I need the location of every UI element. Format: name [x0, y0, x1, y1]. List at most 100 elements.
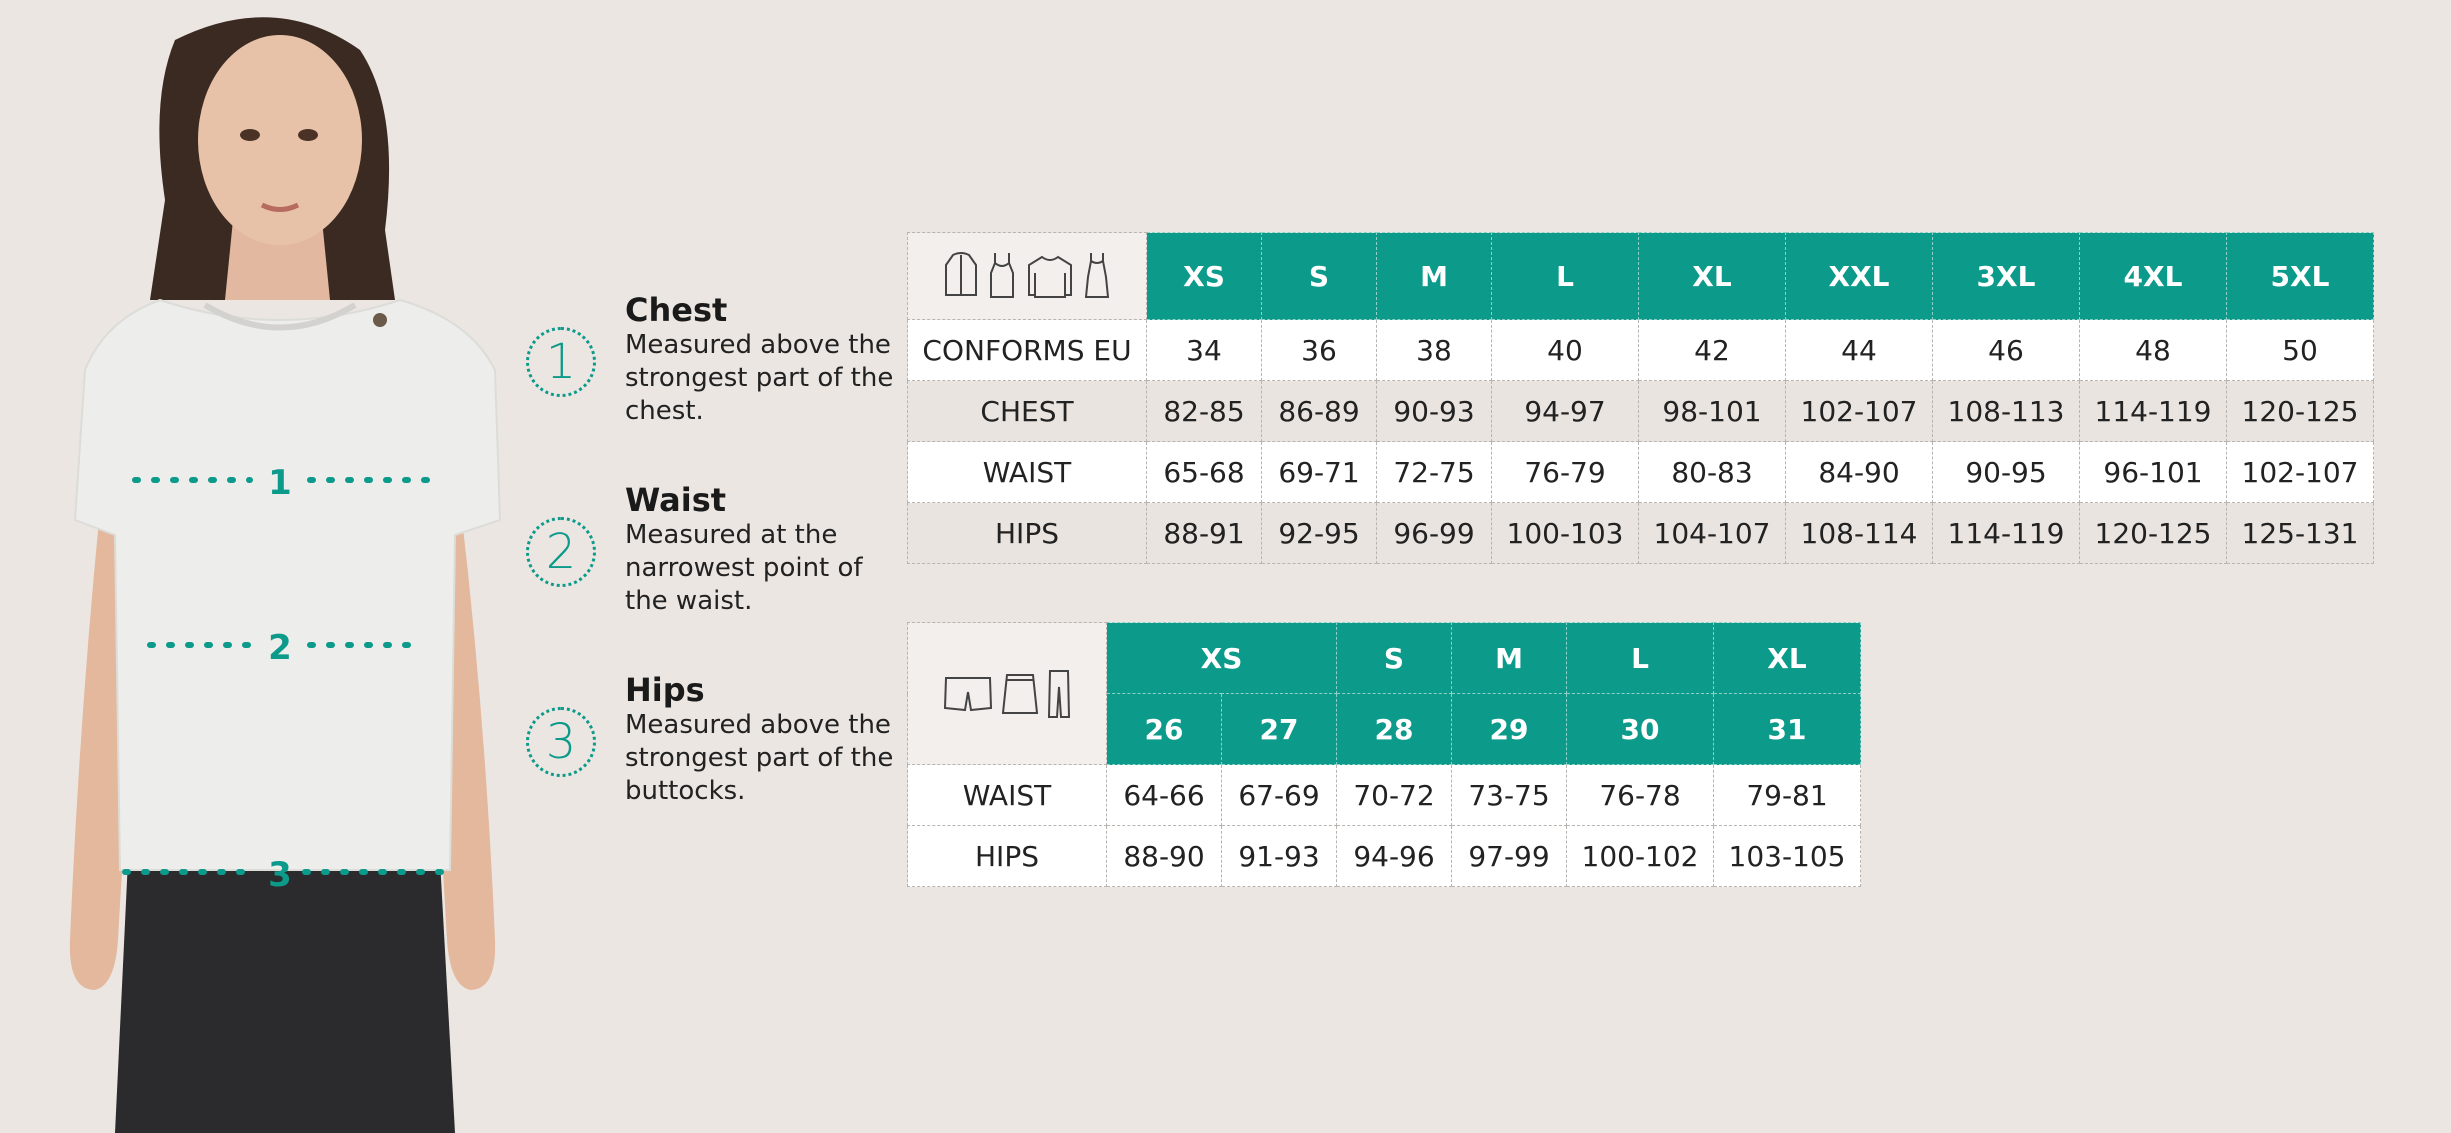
row-label: HIPS — [907, 825, 1107, 887]
legend-description: Measured above the strongest part of the… — [625, 330, 894, 426]
table-cell: 96-101 — [2079, 441, 2227, 503]
table-cell: 69-71 — [1261, 441, 1377, 503]
table-cell: 38 — [1376, 319, 1492, 381]
table-cell: 114-119 — [2079, 380, 2227, 442]
table-row: HIPS 88-90 91-93 94-96 97-99 100-102 103… — [907, 825, 1861, 887]
table-cell: 48 — [2079, 319, 2227, 381]
dress-icon — [1084, 253, 1110, 298]
table-cell: 114-119 — [1932, 502, 2080, 564]
table-cell: 70-72 — [1336, 764, 1452, 826]
legend-title: Waist — [625, 481, 727, 519]
size-number-header: 28 — [1336, 693, 1452, 765]
size-header: XS — [1146, 232, 1262, 320]
chest-marker: 1 — [268, 463, 292, 503]
table-cell: 102-107 — [1785, 380, 1933, 442]
table-cell: 34 — [1146, 319, 1262, 381]
waist-marker: 2 — [268, 628, 292, 668]
table-cell: 79-81 — [1713, 764, 1861, 826]
legend-item-hips: 3 Hips Measured above the strongest part… — [520, 665, 893, 855]
number-badge: 3 — [526, 707, 596, 777]
size-header: M — [1451, 622, 1567, 694]
legend-description: Measured at the narrowest point of the w… — [625, 520, 863, 616]
size-header: XXL — [1785, 232, 1933, 320]
table-cell: 120-125 — [2079, 502, 2227, 564]
sweater-icon — [1028, 255, 1072, 298]
table-cell: 88-90 — [1106, 825, 1222, 887]
table-cell: 42 — [1638, 319, 1786, 381]
table-cell: 94-96 — [1336, 825, 1452, 887]
jacket-icon — [945, 252, 977, 296]
table-cell: 98-101 — [1638, 380, 1786, 442]
table-row: CHEST 82-85 86-89 90-93 94-97 98-101 102… — [907, 380, 2374, 442]
table-row: WAIST 64-66 67-69 70-72 73-75 76-78 79-8… — [907, 764, 1861, 826]
size-number-header: 27 — [1221, 693, 1337, 765]
table-cell: 90-93 — [1376, 380, 1492, 442]
table-cell: 94-97 — [1491, 380, 1639, 442]
table-cell: 44 — [1785, 319, 1933, 381]
table-cell: 91-93 — [1221, 825, 1337, 887]
size-header: 3XL — [1932, 232, 2080, 320]
row-label: WAIST — [907, 441, 1147, 503]
size-header: XS — [1106, 622, 1337, 694]
size-header: S — [1336, 622, 1452, 694]
size-header: XL — [1638, 232, 1786, 320]
table-row: CONFORMS EU 34 36 38 40 42 44 46 48 50 — [907, 319, 2374, 381]
tops-size-table: XS S M L XL XXL 3XL 4XL 5XL CONFORMS EU … — [907, 232, 2374, 564]
size-number-header: 31 — [1713, 693, 1861, 765]
table-cell: 102-107 — [2226, 441, 2374, 503]
table-cell: 50 — [2226, 319, 2374, 381]
table-cell: 104-107 — [1638, 502, 1786, 564]
legend-item-waist: 2 Waist Measured at the narrowest point … — [520, 475, 880, 665]
tank-top-icon — [990, 253, 1014, 298]
number-badge: 1 — [526, 327, 596, 397]
table-cell: 125-131 — [2226, 502, 2374, 564]
row-label: WAIST — [907, 764, 1107, 826]
table-row: HIPS 88-91 92-95 96-99 100-103 104-107 1… — [907, 502, 2374, 564]
row-label: CHEST — [907, 380, 1147, 442]
size-header: 4XL — [2079, 232, 2227, 320]
size-number-header: 29 — [1451, 693, 1567, 765]
table-cell: 73-75 — [1451, 764, 1567, 826]
table-cell: 36 — [1261, 319, 1377, 381]
legend-item-chest: 1 Chest Measured above the strongest par… — [520, 285, 893, 475]
table-cell: 80-83 — [1638, 441, 1786, 503]
row-label: CONFORMS EU — [907, 319, 1147, 381]
number-badge: 2 — [526, 517, 596, 587]
table-cell: 84-90 — [1785, 441, 1933, 503]
size-header: 5XL — [2226, 232, 2374, 320]
size-number-header: 30 — [1566, 693, 1714, 765]
tops-icons-cell — [907, 232, 1147, 320]
bottoms-size-table: XS S M L XL 26 27 28 29 30 31 WAIST 64-6… — [907, 622, 1861, 887]
shorts-icon — [943, 676, 993, 711]
table-cell: 64-66 — [1106, 764, 1222, 826]
table-cell: 90-95 — [1932, 441, 2080, 503]
model-illustration: 1 2 3 — [0, 0, 560, 1133]
table-cell: 100-103 — [1491, 502, 1639, 564]
skirt-icon — [1001, 673, 1039, 714]
table-cell: 72-75 — [1376, 441, 1492, 503]
table-row: WAIST 65-68 69-71 72-75 76-79 80-83 84-9… — [907, 441, 2374, 503]
legend-title: Hips — [625, 671, 705, 709]
size-number-header: 26 — [1106, 693, 1222, 765]
table-cell: 76-78 — [1566, 764, 1714, 826]
table-cell: 65-68 — [1146, 441, 1262, 503]
table-cell: 96-99 — [1376, 502, 1492, 564]
row-label: HIPS — [907, 502, 1147, 564]
size-header: XL — [1713, 622, 1861, 694]
hips-marker: 3 — [268, 855, 292, 895]
table-cell: 97-99 — [1451, 825, 1567, 887]
table-cell: 108-113 — [1932, 380, 2080, 442]
table-cell: 40 — [1491, 319, 1639, 381]
size-header: S — [1261, 232, 1377, 320]
table-cell: 67-69 — [1221, 764, 1337, 826]
size-header: L — [1566, 622, 1714, 694]
size-header: L — [1491, 232, 1639, 320]
table-cell: 103-105 — [1713, 825, 1861, 887]
pants-icon — [1047, 669, 1071, 718]
legend-description: Measured above the strongest part of the… — [625, 710, 894, 806]
size-header: M — [1376, 232, 1492, 320]
table-cell: 82-85 — [1146, 380, 1262, 442]
measurement-legend: 1 Chest Measured above the strongest par… — [520, 285, 893, 855]
table-cell: 86-89 — [1261, 380, 1377, 442]
legend-title: Chest — [625, 291, 728, 329]
